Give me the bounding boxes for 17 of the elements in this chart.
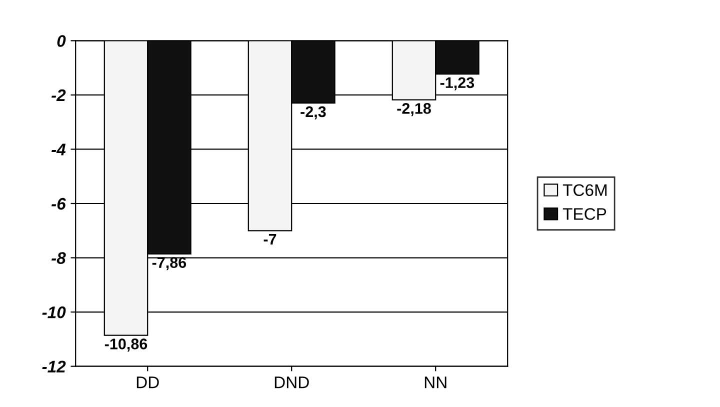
y-tick-label: -6 <box>52 198 66 210</box>
y-tick-label: -2 <box>52 89 66 102</box>
x-tick-label: NN <box>424 376 446 388</box>
data-label: -2,18 <box>397 103 431 116</box>
data-label: -1,23 <box>440 77 474 90</box>
data-label: -2,3 <box>300 106 326 120</box>
y-tick-label: -4 <box>52 144 66 156</box>
y-tick-label: -8 <box>52 252 66 264</box>
data-label: -10,86 <box>104 338 148 352</box>
data-label: -7 <box>264 234 276 244</box>
legend-label: TECP <box>562 208 606 220</box>
legend-label: TC6M <box>562 184 607 196</box>
y-tick-label: 0 <box>57 35 66 47</box>
x-tick-label: DD <box>136 376 159 388</box>
y-tick-label: -10 <box>42 306 66 318</box>
x-tick-label: DND <box>274 376 309 388</box>
y-tick-label: -12 <box>42 360 66 372</box>
